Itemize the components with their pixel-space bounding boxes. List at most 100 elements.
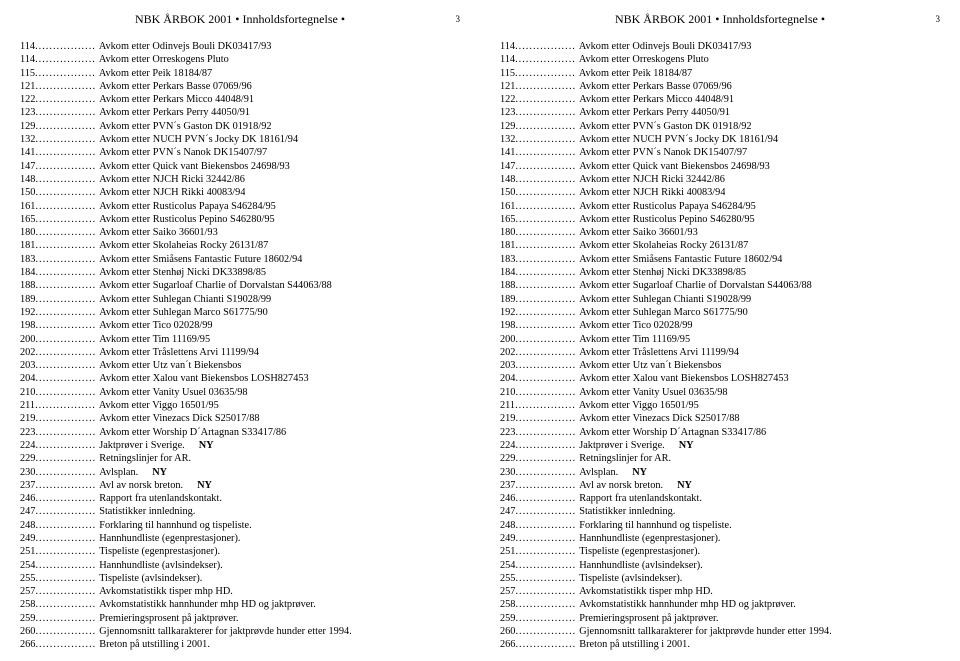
toc-page-number: 184 bbox=[500, 266, 515, 279]
toc-row: 254.................Hannhundliste (avlsi… bbox=[500, 559, 940, 572]
toc-leader-dots: ................. bbox=[515, 306, 576, 319]
toc-row: 129.................Avkom etter PVN´s Ga… bbox=[20, 120, 460, 133]
toc-description: Avkom etter Vanity Usuel 03635/98 bbox=[576, 386, 727, 399]
toc-row: 183.................Avkom etter Smiåsens… bbox=[500, 253, 940, 266]
toc-leader-dots: ................. bbox=[515, 359, 576, 372]
toc-row: 189.................Avkom etter Suhlegan… bbox=[20, 293, 460, 306]
toc-leader-dots: ................. bbox=[515, 585, 576, 598]
toc-description: Avkom etter Tråslettens Arvi 11199/94 bbox=[96, 346, 259, 359]
toc-leader-dots: ................. bbox=[35, 226, 96, 239]
toc-leader-dots: ................. bbox=[35, 532, 96, 545]
toc-row: 204.................Avkom etter Xalou va… bbox=[20, 372, 460, 385]
toc-row: 219.................Avkom etter Vinezacs… bbox=[500, 412, 940, 425]
toc-page-number: 122 bbox=[20, 93, 35, 106]
toc-description: Avlsplan. bbox=[96, 466, 138, 479]
toc-row: 246.................Rapport fra utenland… bbox=[20, 492, 460, 505]
toc-list-left: 114.................Avkom etter Odinvejs… bbox=[20, 40, 460, 652]
toc-description: Avkom etter Peik 18184/87 bbox=[96, 67, 212, 80]
toc-leader-dots: ................. bbox=[35, 53, 96, 66]
toc-description: Hannhundliste (avlsindekser). bbox=[576, 559, 703, 572]
toc-leader-dots: ................. bbox=[35, 399, 96, 412]
toc-description: Avkom etter PVN´s Gaston DK 01918/92 bbox=[576, 120, 751, 133]
toc-page-number: 189 bbox=[20, 293, 35, 306]
toc-row: 259.................Premieringsprosent p… bbox=[20, 612, 460, 625]
toc-description: Avkom etter Worship D´Artagnan S33417/86 bbox=[96, 426, 286, 439]
toc-page-number: 211 bbox=[20, 399, 35, 412]
toc-leader-dots: ................. bbox=[35, 333, 96, 346]
toc-leader-dots: ................. bbox=[515, 559, 576, 572]
toc-row: 188.................Avkom etter Sugarloa… bbox=[20, 279, 460, 292]
toc-page-number: 122 bbox=[500, 93, 515, 106]
toc-row: 224.................Jaktprøver i Sverige… bbox=[20, 439, 460, 452]
toc-page-number: 246 bbox=[20, 492, 35, 505]
toc-description: Avkom etter Tim 11169/95 bbox=[96, 333, 210, 346]
toc-description: Avkom etter Perkars Perry 44050/91 bbox=[576, 106, 730, 119]
toc-row: 211.................Avkom etter Viggo 16… bbox=[500, 399, 940, 412]
toc-description: Avkom etter Perkars Basse 07069/96 bbox=[96, 80, 252, 93]
toc-row: 123.................Avkom etter Perkars … bbox=[20, 106, 460, 119]
toc-description: Statistikker innledning. bbox=[576, 505, 675, 518]
toc-row: 249.................Hannhundliste (egenp… bbox=[20, 532, 460, 545]
toc-leader-dots: ................. bbox=[35, 545, 96, 558]
toc-leader-dots: ................. bbox=[35, 319, 96, 332]
toc-description: Tispeliste (egenprestasjoner). bbox=[96, 545, 220, 558]
toc-leader-dots: ................. bbox=[35, 106, 96, 119]
toc-leader-dots: ................. bbox=[515, 532, 576, 545]
toc-leader-dots: ................. bbox=[35, 239, 96, 252]
toc-row: 115.................Avkom etter Peik 181… bbox=[20, 67, 460, 80]
toc-leader-dots: ................. bbox=[35, 372, 96, 385]
toc-leader-dots: ................. bbox=[35, 412, 96, 425]
toc-row: 229.................Retningslinjer for A… bbox=[20, 452, 460, 465]
toc-page-number: 183 bbox=[20, 253, 35, 266]
toc-leader-dots: ................. bbox=[515, 186, 576, 199]
toc-leader-dots: ................. bbox=[515, 67, 576, 80]
toc-page-number: 147 bbox=[500, 160, 515, 173]
toc-row: 198.................Avkom etter Tico 020… bbox=[500, 319, 940, 332]
toc-page-number: 181 bbox=[500, 239, 515, 252]
toc-leader-dots: ................. bbox=[35, 67, 96, 80]
toc-row: 198.................Avkom etter Tico 020… bbox=[20, 319, 460, 332]
toc-row: 184.................Avkom etter Stenhøj … bbox=[20, 266, 460, 279]
toc-page-number: 189 bbox=[500, 293, 515, 306]
toc-row: 188.................Avkom etter Sugarloa… bbox=[500, 279, 940, 292]
toc-row: 219.................Avkom etter Vinezacs… bbox=[20, 412, 460, 425]
toc-row: 237.................Avl av norsk breton.… bbox=[500, 479, 940, 492]
header-page-number: 3 bbox=[936, 14, 941, 24]
toc-description: Tispeliste (egenprestasjoner). bbox=[576, 545, 700, 558]
toc-page-number: 254 bbox=[20, 559, 35, 572]
toc-leader-dots: ................. bbox=[35, 492, 96, 505]
toc-description: Avlsplan. bbox=[576, 466, 618, 479]
toc-description: Avkom etter Orreskogens Pluto bbox=[96, 53, 229, 66]
toc-row: 121.................Avkom etter Perkars … bbox=[20, 80, 460, 93]
toc-row: 247.................Statistikker innledn… bbox=[20, 505, 460, 518]
toc-description: Avkom etter Skolaheias Rocky 26131/87 bbox=[96, 239, 268, 252]
toc-description: Avkom etter NJCH Ricki 32442/86 bbox=[96, 173, 245, 186]
toc-leader-dots: ................. bbox=[35, 638, 96, 651]
toc-row: 147.................Avkom etter Quick va… bbox=[20, 160, 460, 173]
toc-description: Hannhundliste (avlsindekser). bbox=[96, 559, 223, 572]
toc-row: 114.................Avkom etter Orreskog… bbox=[500, 53, 940, 66]
toc-leader-dots: ................. bbox=[515, 120, 576, 133]
toc-description: Avkom etter Sugarloaf Charlie of Dorvals… bbox=[576, 279, 812, 292]
toc-description: Avkom etter NUCH PVN´s Jocky DK 18161/94 bbox=[576, 133, 778, 146]
toc-row: 189.................Avkom etter Suhlegan… bbox=[500, 293, 940, 306]
toc-page-number: 247 bbox=[20, 505, 35, 518]
toc-leader-dots: ................. bbox=[35, 346, 96, 359]
toc-row: 192.................Avkom etter Suhlegan… bbox=[500, 306, 940, 319]
toc-page-number: 251 bbox=[20, 545, 35, 558]
toc-description: Avkom etter Xalou vant Biekensbos LOSH82… bbox=[96, 372, 308, 385]
toc-description: Avkom etter Quick vant Biekensbos 24698/… bbox=[96, 160, 290, 173]
left-page: NBK ÅRBOK 2001 • Innholdsfortegnelse • 3… bbox=[0, 0, 480, 661]
toc-row: 203.................Avkom etter Utz van´… bbox=[20, 359, 460, 372]
toc-row: 121.................Avkom etter Perkars … bbox=[500, 80, 940, 93]
toc-description: Avkom etter Tråslettens Arvi 11199/94 bbox=[576, 346, 739, 359]
toc-row: 161.................Avkom etter Rusticol… bbox=[500, 200, 940, 213]
toc-description: Avkom etter Orreskogens Pluto bbox=[576, 53, 709, 66]
toc-page-number: 266 bbox=[20, 638, 35, 651]
toc-row: 257.................Avkomstatistikk tisp… bbox=[500, 585, 940, 598]
toc-row: 251.................Tispeliste (egenpres… bbox=[20, 545, 460, 558]
toc-tag-new: NY bbox=[183, 479, 212, 492]
toc-page-number: 223 bbox=[20, 426, 35, 439]
toc-page-number: 210 bbox=[20, 386, 35, 399]
toc-description: Avkom etter Suhlegan Chianti S19028/99 bbox=[96, 293, 271, 306]
